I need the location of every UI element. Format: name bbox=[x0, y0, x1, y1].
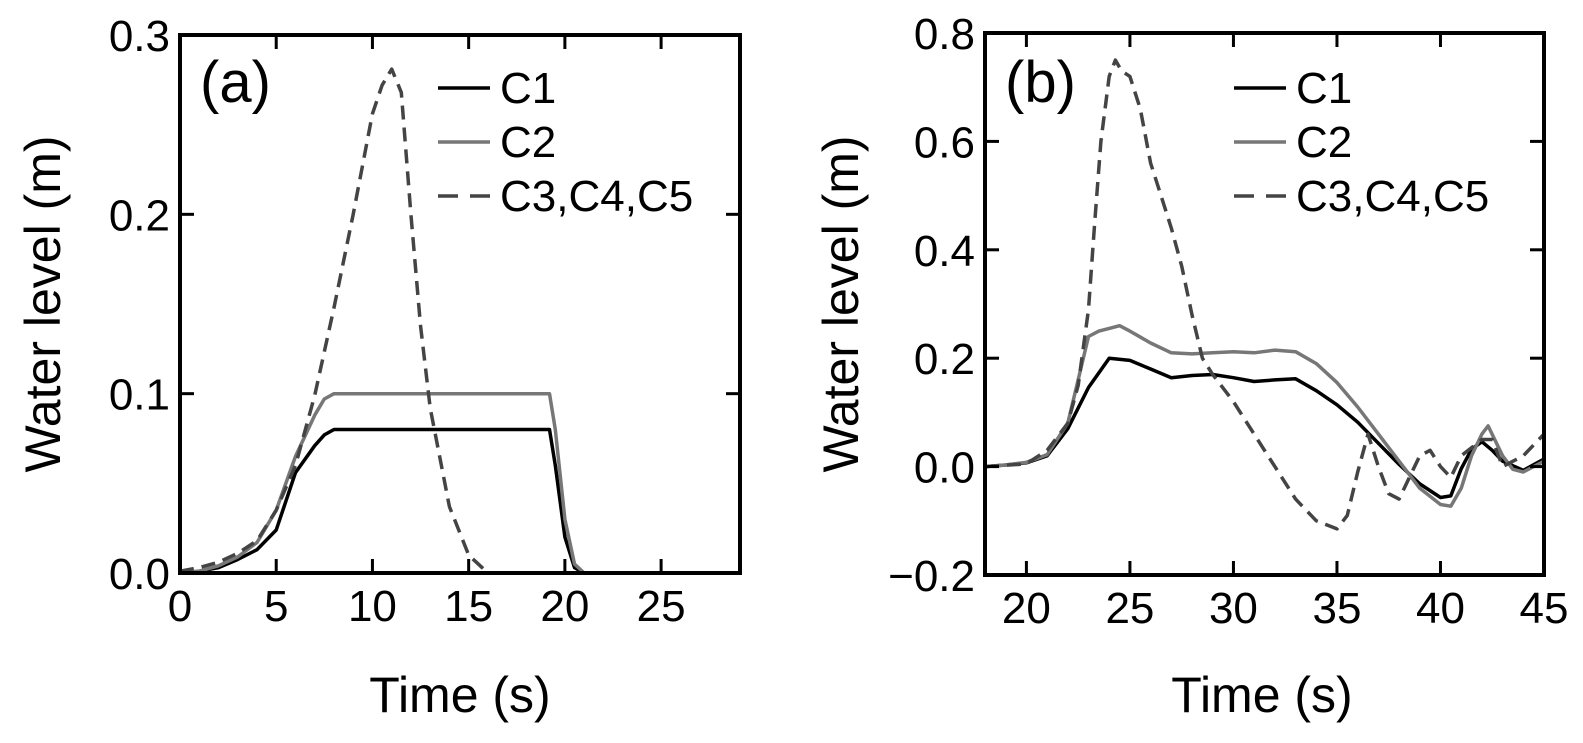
x-tick-label: 35 bbox=[1312, 584, 1361, 633]
series-line-c2 bbox=[984, 323, 1545, 508]
y-tick-label: 0.3 bbox=[109, 12, 170, 61]
panel-label: (b) bbox=[1005, 50, 1076, 115]
x-axis-label: Time (s) bbox=[1171, 667, 1352, 723]
y-tick-label: 0.8 bbox=[914, 10, 975, 59]
y-tick-label: 0.0 bbox=[914, 444, 975, 493]
plot-frame bbox=[178, 33, 742, 575]
y-tick-label: 0.1 bbox=[109, 371, 170, 420]
panel-label: (a) bbox=[200, 50, 271, 115]
x-tick-label: 45 bbox=[1520, 584, 1569, 633]
series-line-c3-c4-c5 bbox=[984, 58, 1546, 531]
x-tick-label: 15 bbox=[444, 582, 493, 631]
legend-label-c2: C2 bbox=[1296, 118, 1352, 167]
series-group bbox=[984, 58, 1546, 531]
y-tick-label: 0.2 bbox=[914, 335, 975, 384]
plot-frame bbox=[983, 31, 1546, 577]
x-tick-label: 25 bbox=[637, 582, 686, 631]
legend-label-c3-c4-c5: C3,C4,C5 bbox=[1296, 172, 1489, 221]
legend: C1 C2 C3,C4,C5 bbox=[1296, 64, 1489, 221]
series-line-c1 bbox=[984, 356, 1545, 500]
x-tick-label: 5 bbox=[264, 582, 288, 631]
y-tick-label: 0.6 bbox=[914, 118, 975, 167]
x-axis-label: Time (s) bbox=[369, 667, 550, 723]
legend-label-c1: C1 bbox=[500, 64, 556, 113]
legend: C1 C2 C3,C4,C5 bbox=[500, 64, 693, 221]
x-tick-label: 0 bbox=[168, 582, 192, 631]
x-tick-label: 40 bbox=[1416, 584, 1465, 633]
series-group bbox=[179, 67, 586, 575]
y-tick-label: −0.2 bbox=[888, 552, 975, 601]
y-tick-label: 0.4 bbox=[914, 227, 975, 276]
series-line-c3-c4-c5 bbox=[179, 67, 490, 575]
x-tick-label: 30 bbox=[1209, 584, 1258, 633]
panel-a: (a) Time (s) Water level (m) C1 C2 C3,C4… bbox=[15, 12, 742, 723]
series-line-c2 bbox=[179, 391, 586, 575]
x-tick-label: 25 bbox=[1105, 584, 1154, 633]
y-tick-label: 0.0 bbox=[109, 550, 170, 599]
legend-label-c1: C1 bbox=[1296, 64, 1352, 113]
legend-label-c3-c4-c5: C3,C4,C5 bbox=[500, 172, 693, 221]
panel-b: (b) Time (s) Water level (m) C1 C2 C3,C4… bbox=[813, 10, 1568, 723]
legend-label-c2: C2 bbox=[500, 118, 556, 167]
y-tick-label: 0.2 bbox=[109, 191, 170, 240]
series-line-c1 bbox=[179, 427, 585, 575]
y-axis-label: Water level (m) bbox=[15, 135, 71, 472]
x-tick-label: 20 bbox=[540, 582, 589, 631]
x-tick-label: 10 bbox=[348, 582, 397, 631]
y-axis-label: Water level (m) bbox=[813, 135, 869, 472]
x-tick-label: 20 bbox=[1002, 584, 1051, 633]
